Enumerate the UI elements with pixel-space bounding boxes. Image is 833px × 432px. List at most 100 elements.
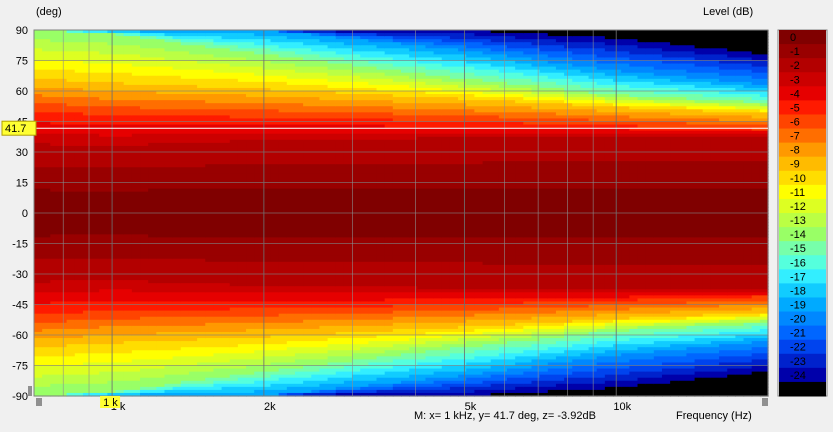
- heatmap-cell: [123, 203, 133, 208]
- heatmap-cell: [180, 142, 190, 147]
- heatmap-cell: [131, 377, 141, 382]
- heatmap-cell: [205, 328, 215, 333]
- heatmap-cell: [246, 148, 255, 153]
- heatmap-cell: [278, 200, 288, 205]
- heatmap-cell: [303, 155, 312, 159]
- heatmap-cell: [115, 142, 125, 147]
- heatmap-cell: [335, 249, 345, 254]
- heatmap-cell: [115, 39, 125, 43]
- heatmap-cell: [34, 246, 43, 251]
- heatmap-cell: [246, 152, 255, 156]
- heatmap-cell: [164, 194, 174, 199]
- heatmap-cell: [343, 252, 353, 257]
- heatmap-cell: [74, 142, 84, 147]
- heatmap-cell: [294, 133, 304, 138]
- heatmap-cell: [91, 72, 100, 77]
- heatmap-cell: [58, 380, 68, 385]
- heatmap-cell: [66, 298, 76, 303]
- heatmap-cell: [270, 115, 280, 120]
- heatmap-cell: [131, 258, 141, 263]
- heatmap-cell: [335, 386, 345, 391]
- heatmap-cell: [352, 325, 361, 330]
- heatmap-cell: [229, 148, 239, 153]
- heatmap-cell: [254, 167, 263, 171]
- heatmap-cell: [229, 380, 239, 385]
- heatmap-cell: [115, 57, 125, 62]
- heatmap-cell: [148, 81, 157, 86]
- heatmap-cell: [172, 94, 182, 98]
- heatmap-cell: [311, 380, 321, 385]
- heatmap-cell: [156, 145, 166, 150]
- heatmap-cell: [246, 359, 255, 364]
- heatmap-cell: [246, 182, 255, 187]
- heatmap-cell: [74, 292, 84, 296]
- heatmap-cell: [123, 103, 133, 107]
- heatmap-cell: [327, 298, 337, 303]
- heatmap-cell: [352, 33, 361, 37]
- heatmap-cell: [270, 322, 280, 327]
- heatmap-cell: [205, 249, 215, 254]
- heatmap-cell: [99, 365, 108, 370]
- heatmap-cell: [66, 121, 76, 126]
- heatmap-cell: [311, 322, 321, 327]
- heatmap-cell: [50, 45, 60, 49]
- heatmap-cell: [50, 209, 60, 214]
- heatmap-cell: [319, 139, 329, 144]
- heatmap-cell: [368, 103, 378, 107]
- heatmap-cell: [360, 97, 369, 101]
- heatmap-cell: [156, 316, 166, 321]
- heatmap-cell: [352, 216, 361, 220]
- heatmap-cell: [254, 319, 263, 324]
- heatmap-cell: [278, 136, 288, 141]
- heatmap-cell: [148, 109, 157, 113]
- heatmap-cell: [311, 344, 321, 348]
- heatmap-cell: [229, 270, 239, 275]
- heatmap-cell: [82, 350, 92, 354]
- heatmap-cell: [197, 194, 206, 199]
- heatmap-cell: [213, 124, 223, 129]
- heatmap-cell: [188, 45, 198, 49]
- heatmap-cell: [156, 72, 166, 77]
- heatmap-cell: [229, 124, 239, 129]
- heatmap-cell: [91, 33, 100, 37]
- heatmap-cell: [303, 158, 312, 162]
- heatmap-cell: [148, 191, 157, 196]
- heatmap-cell: [50, 283, 60, 287]
- heatmap-cell: [164, 335, 174, 339]
- heatmap-cell: [91, 152, 100, 156]
- heatmap-cell: [123, 322, 133, 327]
- heatmap-cell: [246, 298, 255, 303]
- heatmap-cell: [229, 231, 239, 235]
- heatmap-cell: [172, 261, 182, 266]
- heatmap-cell: [74, 139, 84, 144]
- heatmap-cell: [115, 158, 125, 162]
- heatmap-cell: [197, 152, 206, 156]
- heatmap-cell: [360, 54, 369, 59]
- heatmap-cell: [229, 167, 239, 171]
- heatmap-cell: [66, 255, 76, 260]
- heatmap-cell: [34, 182, 43, 187]
- heatmap-cell: [74, 261, 84, 266]
- heatmap-cell: [286, 322, 296, 327]
- heatmap-cell: [42, 124, 51, 129]
- heatmap-cell: [34, 380, 43, 385]
- heatmap-cell: [99, 389, 108, 394]
- heatmap-cell: [74, 30, 84, 34]
- heatmap-cell: [352, 286, 361, 290]
- heatmap-cell: [148, 283, 157, 287]
- heatmap-cell: [213, 359, 223, 364]
- heatmap-cell: [148, 389, 157, 394]
- heatmap-cell: [319, 225, 329, 229]
- heatmap-cell: [188, 322, 198, 327]
- heatmap-cell: [262, 261, 272, 266]
- heatmap-cell: [123, 136, 133, 141]
- heatmap-cell: [50, 365, 60, 370]
- heatmap-cell: [91, 380, 100, 385]
- heatmap-cell: [278, 389, 288, 394]
- heatmap-cell: [50, 274, 60, 278]
- heatmap-cell: [278, 36, 288, 40]
- heatmap-cell: [180, 313, 190, 318]
- heatmap-cell: [294, 97, 304, 101]
- heatmap-cell: [34, 164, 43, 168]
- heatmap-cell: [34, 87, 43, 92]
